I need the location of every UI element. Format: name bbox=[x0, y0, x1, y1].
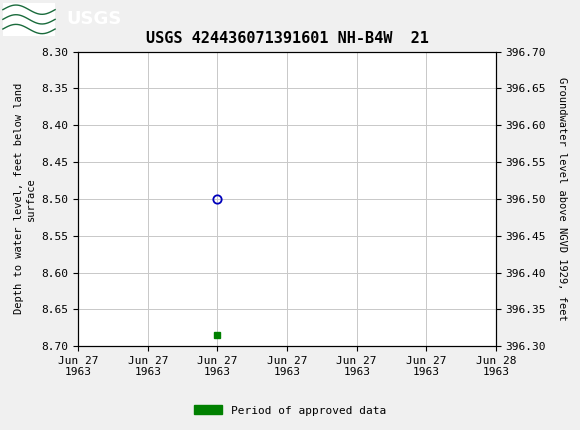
Text: USGS: USGS bbox=[67, 10, 122, 28]
Title: USGS 424436071391601 NH-B4W  21: USGS 424436071391601 NH-B4W 21 bbox=[146, 31, 429, 46]
Y-axis label: Groundwater level above NGVD 1929, feet: Groundwater level above NGVD 1929, feet bbox=[557, 77, 567, 321]
FancyBboxPatch shape bbox=[3, 3, 55, 36]
Legend: Period of approved data: Period of approved data bbox=[190, 401, 390, 420]
Y-axis label: Depth to water level, feet below land
surface: Depth to water level, feet below land su… bbox=[14, 83, 36, 314]
